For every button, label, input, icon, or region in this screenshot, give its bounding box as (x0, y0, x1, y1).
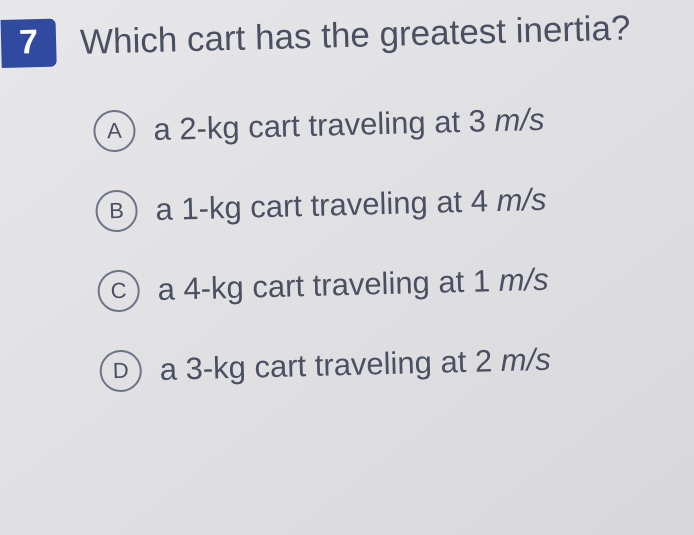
option-text: a 1-kg cart traveling at 4 m/s (155, 182, 547, 228)
option-unit: m/s (496, 182, 547, 218)
option-letter-badge: D (99, 349, 142, 392)
option-prefix: a 4-kg cart traveling at 1 (157, 263, 499, 307)
option-prefix: a 3-kg cart traveling at 2 (159, 343, 501, 387)
option-prefix: a 1-kg cart traveling at 4 (155, 183, 497, 227)
question-text: Which cart has the greatest inertia? (79, 4, 631, 64)
option-prefix: a 2-kg cart traveling at 3 (153, 103, 495, 147)
option-unit: m/s (500, 342, 551, 378)
option-letter-badge: A (93, 110, 136, 153)
option-c[interactable]: C a 4-kg cart traveling at 1 m/s (97, 255, 682, 312)
option-letter-badge: C (97, 269, 140, 312)
option-letter-badge: B (95, 189, 138, 232)
option-d[interactable]: D a 3-kg cart traveling at 2 m/s (99, 335, 684, 392)
option-a[interactable]: A a 2-kg cart traveling at 3 m/s (93, 95, 678, 152)
option-b[interactable]: B a 1-kg cart traveling at 4 m/s (95, 175, 680, 232)
option-text: a 3-kg cart traveling at 2 m/s (159, 342, 551, 388)
option-text: a 4-kg cart traveling at 1 m/s (157, 262, 549, 308)
option-unit: m/s (498, 262, 549, 298)
question-header: 7 Which cart has the greatest inertia? (1, 2, 676, 68)
question-block: 7 Which cart has the greatest inertia? A… (0, 0, 694, 415)
option-text: a 2-kg cart traveling at 3 m/s (153, 102, 545, 148)
options-list: A a 2-kg cart traveling at 3 m/s B a 1-k… (3, 95, 684, 395)
option-unit: m/s (494, 102, 545, 138)
question-number-badge: 7 (1, 19, 57, 68)
